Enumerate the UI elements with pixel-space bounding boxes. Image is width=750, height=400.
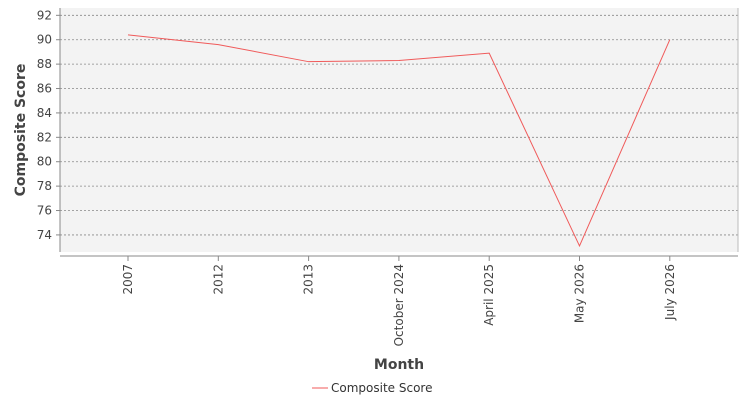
x-tick-label: October 2024 (392, 264, 406, 346)
y-tick-label: 86 (37, 82, 52, 96)
y-axis-title: Composite Score (13, 64, 29, 197)
y-tick-label: 90 (37, 33, 52, 47)
y-tick-label: 92 (37, 8, 52, 22)
plot-background (60, 8, 738, 252)
x-tick-label: 2013 (302, 264, 316, 295)
y-tick-label: 84 (37, 106, 52, 120)
x-tick-label: May 2026 (573, 264, 587, 323)
x-tick-label: 2012 (211, 264, 225, 295)
legend: Composite Score (312, 381, 432, 395)
y-tick-label: 76 (37, 204, 52, 218)
x-tick-label: 2007 (121, 264, 135, 295)
y-tick-label: 74 (37, 228, 52, 242)
legend-label: Composite Score (331, 381, 432, 395)
y-tick-label: 80 (37, 155, 52, 169)
series-line (127, 34, 671, 248)
series-layer (127, 34, 671, 248)
y-tick-label: 78 (37, 179, 52, 193)
x-tick-label: April 2025 (482, 264, 496, 326)
x-axis: 2007 2012 2013 October 2024 April 2025 May 20… (60, 255, 738, 346)
x-tick-label: July 2026 (663, 264, 677, 321)
x-axis-title: Month (374, 357, 424, 373)
y-tick-label: 88 (37, 57, 52, 71)
y-tick-label: 82 (37, 130, 52, 144)
y-axis: 74 76 78 80 82 84 86 88 90 92 (37, 8, 739, 252)
